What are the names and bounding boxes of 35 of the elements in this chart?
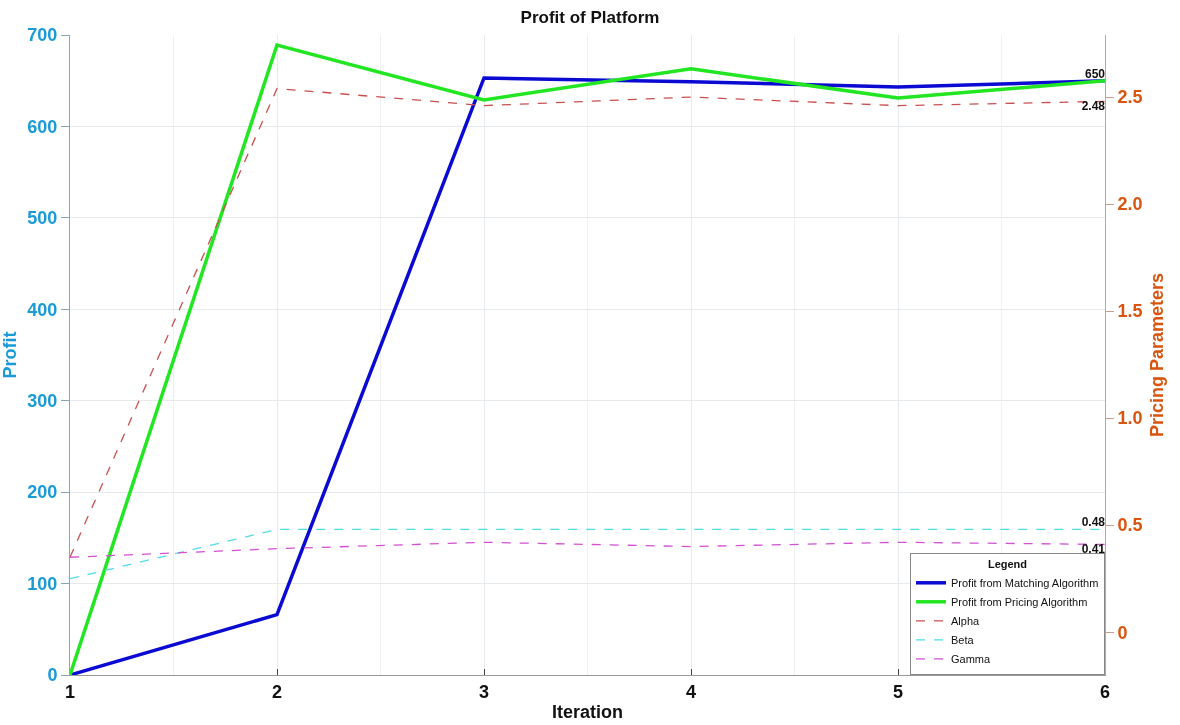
y2-tick-label: 1.5 bbox=[1117, 301, 1143, 322]
chart-title: Profit of Platform bbox=[520, 7, 660, 27]
line-series bbox=[70, 541, 1105, 558]
y-tick-label: 300 bbox=[27, 391, 58, 412]
y-tick-label: 0 bbox=[47, 665, 58, 686]
y2-tick-label: 2.0 bbox=[1117, 194, 1143, 215]
x-tick-label: 1 bbox=[64, 681, 76, 702]
y2-tick-label: 0.5 bbox=[1117, 515, 1143, 536]
data-label: 2.48 bbox=[1081, 99, 1106, 114]
data-label: 0.41 bbox=[1081, 542, 1106, 557]
y2-axis-title: Pricing Parameters bbox=[1146, 272, 1167, 438]
legend-label: Alpha bbox=[951, 615, 981, 628]
x-tick-label: 2 bbox=[271, 681, 283, 702]
x-tick-label: 3 bbox=[478, 681, 490, 702]
data-label: 650 bbox=[1084, 66, 1106, 81]
legend-label: Beta bbox=[951, 634, 975, 647]
y2-tick-label: 0 bbox=[1117, 622, 1128, 643]
legend-label: Profit from Pricing Algorithm bbox=[951, 596, 1088, 609]
data-label: 0.48 bbox=[1081, 515, 1106, 530]
legend-title: Legend bbox=[987, 558, 1028, 571]
legend-label: Profit from Matching Algorithm bbox=[951, 577, 1099, 590]
x-tick-label: 6 bbox=[1099, 681, 1111, 702]
x-tick-label: 4 bbox=[685, 681, 697, 702]
x-tick-label: 5 bbox=[892, 681, 904, 702]
y2-tick-label: 2.5 bbox=[1117, 87, 1143, 108]
y-tick-label: 600 bbox=[27, 116, 58, 137]
y-tick-label: 500 bbox=[27, 208, 58, 229]
y-tick-label: 400 bbox=[27, 299, 58, 320]
legend-label: Gamma bbox=[951, 653, 991, 666]
x-axis-title: Iteration bbox=[551, 701, 624, 722]
y-axis-title: Profit bbox=[0, 331, 20, 379]
y-tick-label: 200 bbox=[27, 482, 58, 503]
y-tick-label: 100 bbox=[27, 573, 58, 594]
y-tick-label: 700 bbox=[27, 25, 58, 46]
y2-tick-label: 1.0 bbox=[1117, 408, 1143, 429]
